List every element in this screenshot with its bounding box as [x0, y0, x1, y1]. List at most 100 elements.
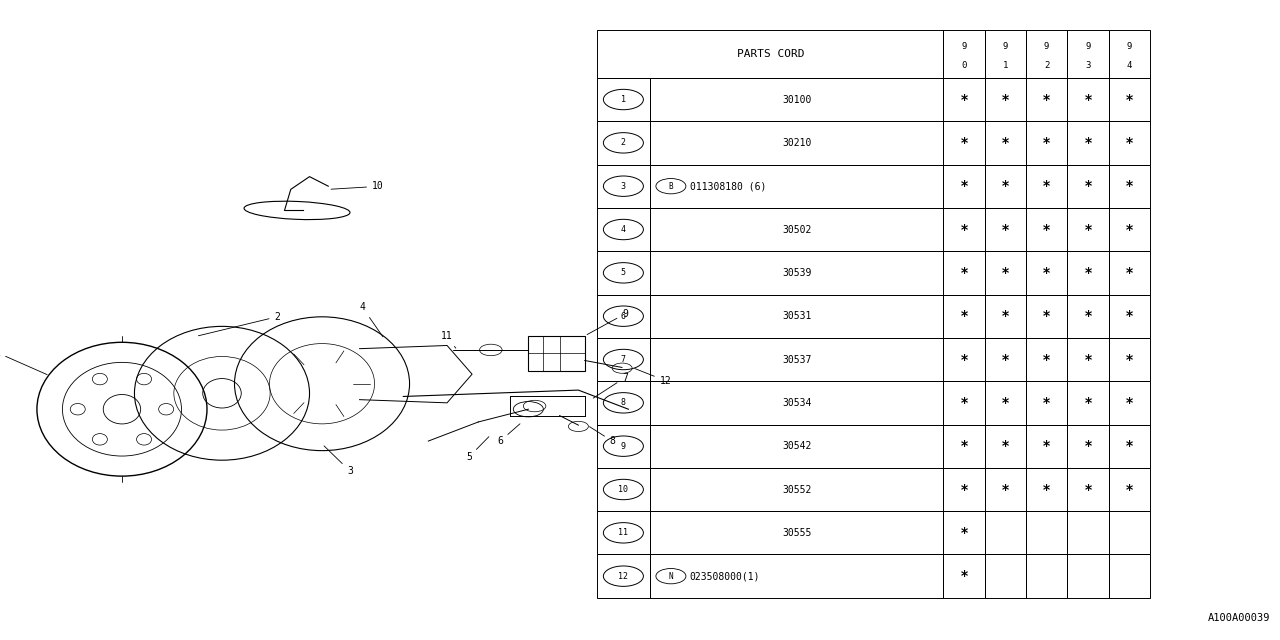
Text: 2: 2: [198, 312, 280, 336]
Text: *: *: [1002, 223, 1009, 237]
Bar: [984, 294, 1027, 338]
Bar: [943, 381, 984, 424]
Text: 30502: 30502: [782, 225, 812, 234]
Bar: [598, 468, 650, 511]
Bar: [1068, 78, 1108, 121]
Text: *: *: [960, 439, 968, 453]
Text: *: *: [1043, 223, 1050, 237]
Text: *: *: [960, 179, 968, 193]
Bar: [1108, 164, 1149, 208]
Text: *: *: [1043, 439, 1050, 453]
Bar: [943, 294, 984, 338]
Text: 10: 10: [332, 181, 384, 191]
Bar: [1068, 251, 1108, 294]
Text: *: *: [1084, 266, 1092, 280]
Text: 4: 4: [360, 303, 383, 337]
Text: 023508000(1): 023508000(1): [690, 571, 760, 581]
Bar: [1068, 164, 1108, 208]
Bar: [598, 78, 650, 121]
Bar: [1108, 78, 1149, 121]
Text: 7: 7: [621, 355, 626, 364]
Text: *: *: [1084, 396, 1092, 410]
Bar: [943, 208, 984, 251]
Bar: [1027, 554, 1068, 598]
Text: 30542: 30542: [782, 441, 812, 451]
Bar: [943, 164, 984, 208]
Bar: [1027, 338, 1068, 381]
Bar: [598, 251, 650, 294]
Bar: [1027, 294, 1068, 338]
Text: *: *: [1043, 483, 1050, 497]
Bar: [984, 251, 1027, 294]
Text: *: *: [1125, 483, 1133, 497]
Text: *: *: [1125, 93, 1133, 106]
Bar: [1068, 381, 1108, 424]
Text: 11: 11: [440, 332, 456, 348]
Text: 30555: 30555: [782, 528, 812, 538]
Bar: [1108, 468, 1149, 511]
Bar: [984, 30, 1027, 78]
Bar: [598, 30, 943, 78]
Text: *: *: [960, 266, 968, 280]
Text: 1: 1: [1002, 61, 1009, 70]
Bar: [1068, 30, 1108, 78]
Bar: [943, 468, 984, 511]
Bar: [650, 208, 943, 251]
Text: *: *: [1084, 93, 1092, 106]
Text: A100A00039: A100A00039: [1207, 612, 1270, 623]
Text: 9: 9: [1002, 42, 1009, 51]
Text: 9: 9: [1085, 42, 1091, 51]
Bar: [984, 164, 1027, 208]
Bar: [984, 121, 1027, 164]
Text: *: *: [1125, 353, 1133, 367]
Text: *: *: [1084, 309, 1092, 323]
Text: *: *: [1125, 309, 1133, 323]
Text: 30210: 30210: [782, 138, 812, 148]
Text: *: *: [1043, 136, 1050, 150]
Text: 7: 7: [593, 372, 628, 398]
Bar: [529, 336, 585, 371]
Bar: [1068, 338, 1108, 381]
Text: *: *: [960, 353, 968, 367]
Text: *: *: [1084, 223, 1092, 237]
Text: 1: 1: [0, 348, 47, 374]
Text: *: *: [960, 483, 968, 497]
Text: *: *: [1002, 353, 1009, 367]
Bar: [650, 468, 943, 511]
Text: PARTS CORD: PARTS CORD: [736, 49, 804, 59]
Text: 3: 3: [1085, 61, 1091, 70]
Text: *: *: [1084, 353, 1092, 367]
Text: *: *: [1043, 179, 1050, 193]
Bar: [1068, 294, 1108, 338]
Text: *: *: [960, 526, 968, 540]
Text: 12: 12: [618, 572, 628, 580]
Text: *: *: [1125, 266, 1133, 280]
Text: 6: 6: [621, 312, 626, 321]
Text: 9: 9: [1044, 42, 1050, 51]
Text: *: *: [1002, 483, 1009, 497]
Bar: [598, 121, 650, 164]
Bar: [1027, 30, 1068, 78]
Text: 30534: 30534: [782, 398, 812, 408]
Text: *: *: [1125, 439, 1133, 453]
Bar: [1068, 554, 1108, 598]
Bar: [984, 208, 1027, 251]
Text: 30552: 30552: [782, 484, 812, 495]
Text: *: *: [1002, 136, 1009, 150]
Text: 3: 3: [324, 446, 353, 476]
Text: *: *: [1043, 266, 1050, 280]
Text: *: *: [960, 396, 968, 410]
Bar: [650, 121, 943, 164]
Text: *: *: [1043, 309, 1050, 323]
Bar: [1108, 511, 1149, 554]
Bar: [1108, 30, 1149, 78]
Bar: [984, 424, 1027, 468]
Bar: [1027, 468, 1068, 511]
Bar: [1027, 78, 1068, 121]
Bar: [598, 294, 650, 338]
Bar: [598, 381, 650, 424]
Bar: [1068, 468, 1108, 511]
Text: *: *: [1043, 93, 1050, 106]
Text: 011308180 (6): 011308180 (6): [690, 181, 765, 191]
Text: 30100: 30100: [782, 95, 812, 104]
